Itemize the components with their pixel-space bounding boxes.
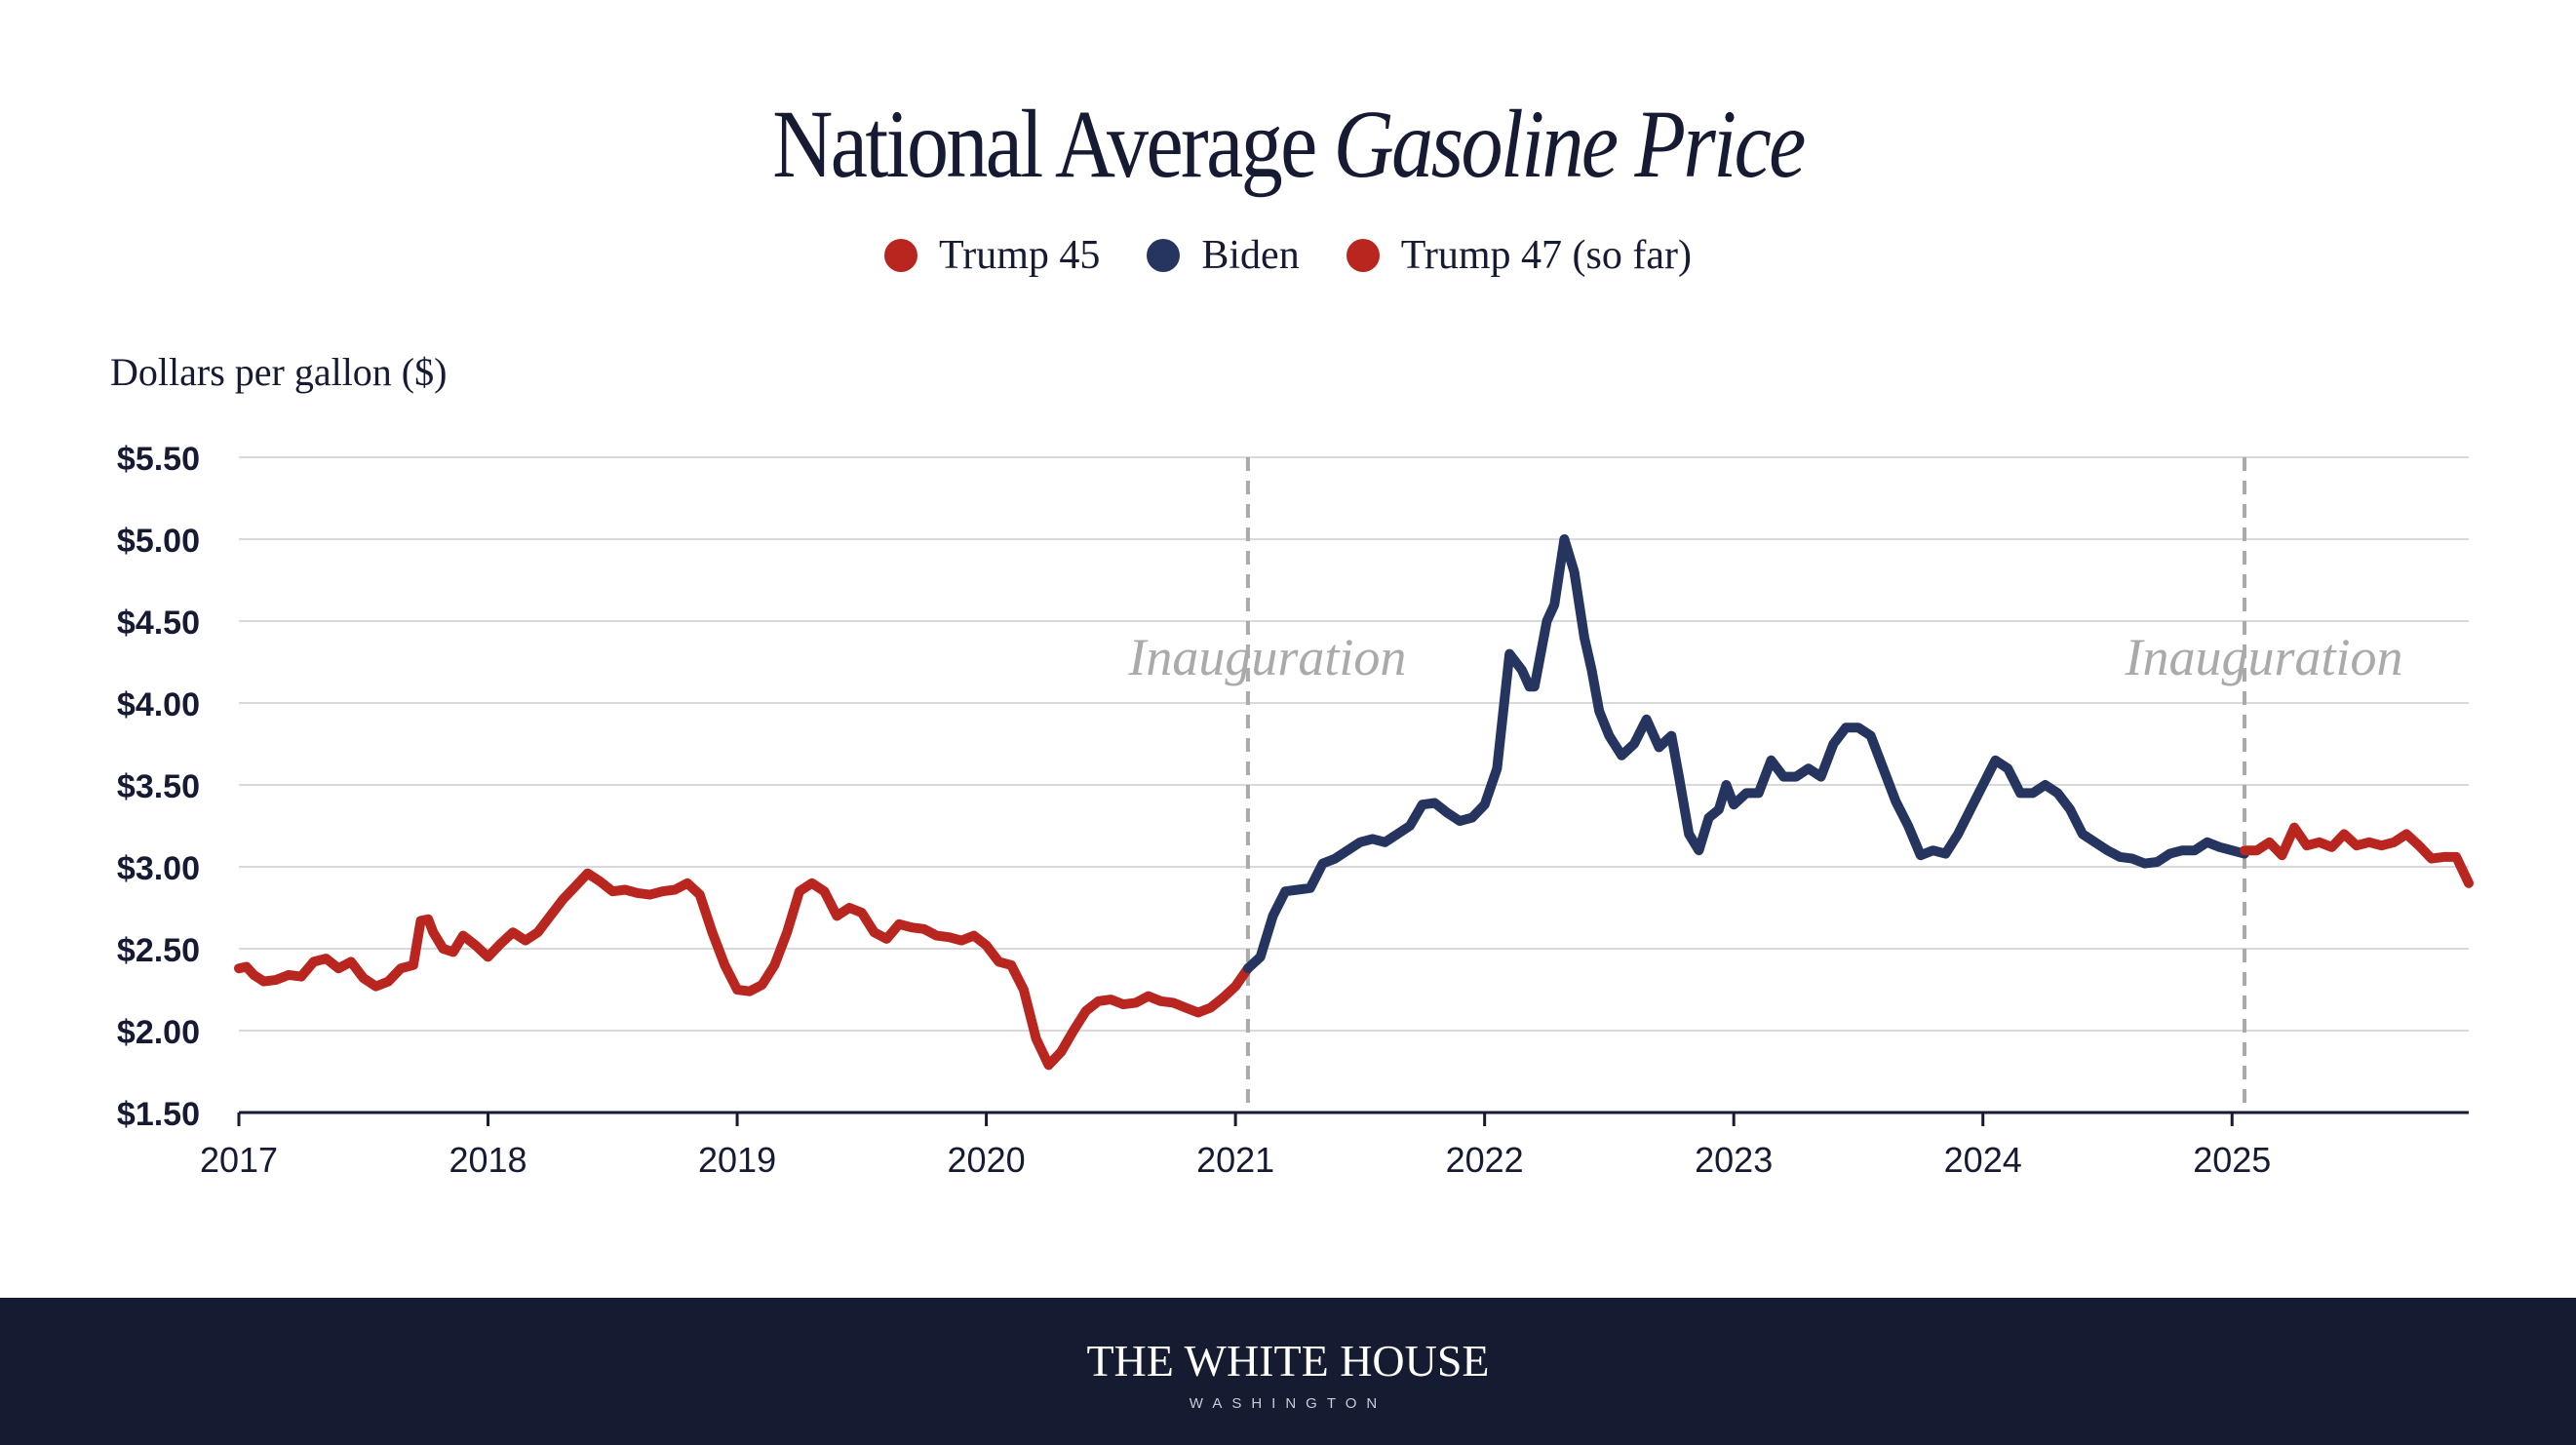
inauguration-label-0: Inauguration xyxy=(1127,628,1406,686)
y-axis-title: Dollars per gallon ($) xyxy=(110,350,448,394)
x-tick-label-4: 2021 xyxy=(1196,1140,1274,1180)
y-tick-label-7: $5.00 xyxy=(117,523,200,560)
legend-dot-biden xyxy=(1147,239,1181,272)
chart-title-plain: National Average xyxy=(772,90,1334,198)
y-tick-label-3: $3.00 xyxy=(117,850,200,887)
x-tick-label-0: 2017 xyxy=(200,1140,278,1180)
series-line-1 xyxy=(1242,534,2249,974)
y-tick-label-4: $3.50 xyxy=(117,768,200,805)
series-lines xyxy=(234,534,2474,1071)
x-tick-label-1: 2018 xyxy=(449,1140,527,1180)
chart-title-italic: Gasoline Price xyxy=(1333,90,1807,198)
footer-subtitle: WASHINGTON xyxy=(1189,1395,1387,1412)
x-tick-label-8: 2025 xyxy=(2193,1140,2271,1180)
legend-label-trump-45: Trump 45 xyxy=(939,233,1101,278)
legend-label-trump-47: Trump 47 (so far) xyxy=(1400,233,1692,278)
y-tick-label-6: $4.50 xyxy=(117,605,200,642)
y-tick-label-5: $4.00 xyxy=(117,686,200,723)
x-tick-label-2: 2019 xyxy=(698,1140,776,1180)
y-tick-label-8: $5.50 xyxy=(117,441,200,478)
chart-canvas: Inauguration Inauguration $1.50 $2.00 $2.50… xyxy=(117,441,2474,1180)
inauguration-annotations: Inauguration Inauguration xyxy=(1127,457,2403,1113)
inauguration-label-1: Inauguration xyxy=(2125,628,2403,686)
grid-lines xyxy=(239,456,2469,1032)
legend-item-trump-47: Trump 47 (so far) xyxy=(1346,232,1692,279)
legend-label-biden: Biden xyxy=(1201,233,1300,278)
y-tick-label-0: $1.50 xyxy=(117,1096,200,1133)
x-tick-label-3: 2020 xyxy=(948,1140,1026,1180)
y-tick-label-2: $2.50 xyxy=(117,932,200,969)
footer-bar: THE WHITE HOUSE WASHINGTON xyxy=(0,1298,2576,1445)
y-tick-label-1: $2.00 xyxy=(117,1014,200,1051)
legend-dot-trump-47 xyxy=(1346,239,1380,272)
x-tick-label-7: 2024 xyxy=(1944,1140,2022,1180)
legend-dot-trump-45 xyxy=(884,239,918,272)
x-tick-label-6: 2023 xyxy=(1695,1140,1773,1180)
series-line-0 xyxy=(234,868,1253,1071)
axes: $1.50 $2.00 $2.50 $3.00 $3.50 $4.00 $4.50 $5.00… xyxy=(117,441,2469,1180)
legend-item-trump-45: Trump 45 xyxy=(884,232,1100,279)
chart-title: National Average Gasoline Price xyxy=(180,88,2396,200)
legend-item-biden: Biden xyxy=(1147,232,1300,279)
series-line-2 xyxy=(2240,822,2474,888)
x-tick-label-5: 2022 xyxy=(1446,1140,1524,1180)
chart-legend: Trump 45 Biden Trump 47 (so far) xyxy=(0,232,2576,279)
footer-title: THE WHITE HOUSE xyxy=(1086,1336,1490,1386)
